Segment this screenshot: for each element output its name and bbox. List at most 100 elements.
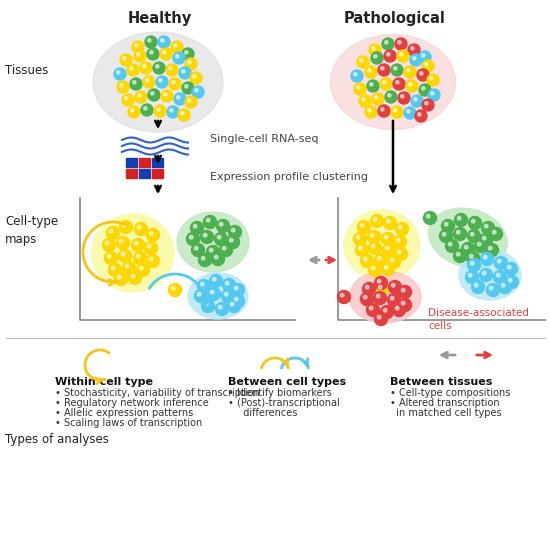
Circle shape: [442, 232, 446, 236]
Circle shape: [217, 220, 229, 232]
Circle shape: [398, 225, 402, 229]
Circle shape: [505, 276, 519, 288]
Text: • Stochasticity, variability of transcription: • Stochasticity, variability of transcri…: [55, 388, 260, 398]
Circle shape: [167, 106, 179, 118]
Circle shape: [375, 277, 388, 290]
Circle shape: [142, 64, 146, 68]
Circle shape: [385, 91, 397, 103]
Circle shape: [470, 232, 474, 236]
Circle shape: [194, 246, 198, 250]
Circle shape: [378, 105, 390, 117]
Circle shape: [439, 230, 453, 242]
Circle shape: [182, 82, 194, 94]
Text: Single-cell RNA-seq: Single-cell RNA-seq: [210, 134, 318, 144]
Text: • Altered transcription: • Altered transcription: [390, 398, 499, 408]
Circle shape: [381, 108, 384, 111]
Bar: [139, 169, 150, 178]
Circle shape: [360, 292, 373, 306]
Circle shape: [375, 96, 378, 99]
Circle shape: [391, 64, 403, 76]
Circle shape: [206, 245, 219, 259]
Circle shape: [456, 230, 460, 234]
Circle shape: [425, 63, 428, 66]
Circle shape: [398, 41, 401, 44]
Circle shape: [466, 251, 480, 264]
Bar: [126, 158, 137, 167]
Circle shape: [175, 55, 179, 58]
Circle shape: [134, 251, 146, 264]
Circle shape: [182, 48, 194, 60]
Circle shape: [117, 71, 120, 74]
Text: • Cell-type compositions: • Cell-type compositions: [390, 388, 510, 398]
Circle shape: [134, 50, 146, 62]
Circle shape: [372, 93, 384, 105]
Circle shape: [214, 255, 218, 259]
Circle shape: [150, 231, 153, 235]
Circle shape: [360, 223, 364, 227]
Circle shape: [224, 292, 228, 296]
Circle shape: [388, 281, 401, 293]
Circle shape: [174, 93, 186, 105]
Circle shape: [409, 83, 412, 86]
Circle shape: [422, 54, 425, 57]
Circle shape: [475, 240, 487, 253]
Ellipse shape: [93, 32, 223, 132]
Circle shape: [123, 57, 126, 60]
Circle shape: [185, 58, 197, 70]
Circle shape: [234, 297, 238, 301]
Circle shape: [139, 267, 143, 270]
Circle shape: [147, 39, 151, 42]
Text: Disease-associated
cells: Disease-associated cells: [428, 308, 529, 331]
Text: Within cell type: Within cell type: [55, 377, 153, 387]
Text: Healthy: Healthy: [128, 11, 192, 26]
Circle shape: [232, 295, 245, 307]
Circle shape: [156, 76, 168, 88]
Circle shape: [232, 283, 245, 296]
Circle shape: [201, 256, 205, 260]
Circle shape: [138, 225, 141, 229]
Circle shape: [360, 254, 373, 268]
Circle shape: [367, 69, 371, 72]
Circle shape: [408, 44, 420, 56]
Circle shape: [386, 246, 389, 250]
Text: differences: differences: [237, 408, 298, 418]
Text: • Allelic expression patterns: • Allelic expression patterns: [55, 408, 193, 418]
Circle shape: [107, 226, 119, 240]
Circle shape: [207, 287, 221, 301]
Circle shape: [146, 228, 160, 241]
Circle shape: [216, 302, 228, 315]
Text: in matched cell types: in matched cell types: [390, 408, 502, 418]
Circle shape: [145, 241, 157, 254]
Circle shape: [186, 232, 200, 245]
Circle shape: [161, 39, 164, 42]
Circle shape: [377, 315, 381, 319]
Circle shape: [469, 254, 473, 258]
Circle shape: [383, 309, 387, 312]
Bar: [152, 169, 163, 178]
Circle shape: [448, 242, 452, 246]
Circle shape: [502, 283, 505, 287]
Circle shape: [171, 41, 183, 53]
Circle shape: [395, 306, 399, 310]
Circle shape: [351, 70, 363, 82]
Circle shape: [192, 86, 204, 98]
Circle shape: [470, 262, 474, 265]
Circle shape: [182, 69, 185, 73]
Circle shape: [185, 50, 188, 54]
Circle shape: [125, 97, 128, 100]
Circle shape: [382, 244, 395, 256]
Circle shape: [487, 283, 499, 296]
Circle shape: [411, 95, 423, 107]
Circle shape: [214, 232, 228, 245]
Circle shape: [481, 222, 494, 235]
Circle shape: [399, 298, 411, 311]
Circle shape: [230, 302, 234, 306]
Circle shape: [118, 250, 131, 263]
Circle shape: [507, 265, 511, 269]
Circle shape: [135, 222, 147, 236]
Circle shape: [428, 89, 440, 101]
Circle shape: [205, 302, 208, 306]
Circle shape: [390, 258, 394, 262]
Circle shape: [370, 306, 373, 310]
Circle shape: [390, 296, 394, 300]
